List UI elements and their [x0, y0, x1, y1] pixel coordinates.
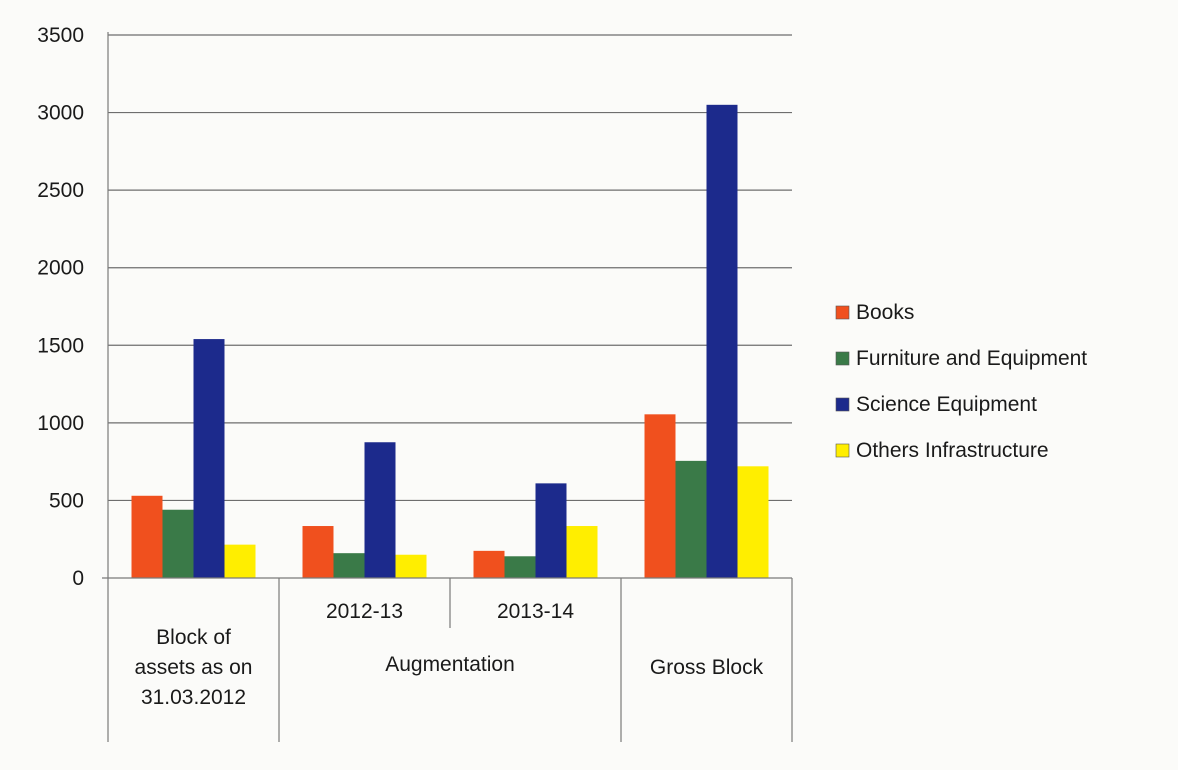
bar-science-equipment: [706, 104, 738, 579]
bar-others-infrastructure: [566, 526, 598, 578]
legend-swatch: [835, 351, 850, 366]
axes: [102, 32, 792, 579]
legend-label: Furniture and Equipment: [856, 347, 1087, 370]
bar-furniture-and-equipment: [675, 460, 707, 578]
category-label: Block of: [156, 626, 231, 649]
bar-science-equipment: [193, 339, 225, 578]
bar-furniture-and-equipment: [333, 553, 365, 578]
y-tick-label: 2500: [37, 179, 84, 202]
y-tick-label: 0: [72, 567, 84, 590]
legend-swatch: [835, 443, 850, 458]
bar-others-infrastructure: [224, 544, 256, 578]
bar-books: [302, 526, 334, 578]
bar-books: [644, 414, 676, 578]
y-axis-ticks: 0 500 1000 1500 2000 2500 3000 3500: [37, 24, 84, 590]
category-axis: Block of assets as on 31.03.2012 2012-13 201…: [107, 578, 793, 742]
group-label: Augmentation: [385, 653, 515, 676]
bar-books: [473, 550, 505, 578]
legend-label: Books: [856, 301, 914, 324]
bars: [131, 104, 769, 579]
legend-label: Science Equipment: [856, 393, 1037, 416]
bar-others-infrastructure: [395, 554, 427, 578]
y-tick-label: 1500: [37, 334, 84, 357]
category-label: 2013-14: [497, 600, 574, 623]
category-label: Gross Block: [650, 656, 764, 679]
category-label: 31.03.2012: [141, 686, 246, 709]
legend-swatch: [835, 397, 850, 412]
category-label: 2012-13: [326, 600, 403, 623]
category-label: assets as on: [135, 656, 253, 679]
bar-science-equipment: [535, 483, 567, 578]
bar-furniture-and-equipment: [162, 509, 194, 578]
y-tick-label: 1000: [37, 412, 84, 435]
bar-science-equipment: [364, 442, 396, 578]
bar-books: [131, 495, 163, 578]
y-tick-label: 500: [49, 489, 84, 512]
bar-others-infrastructure: [737, 466, 769, 578]
y-tick-label: 3500: [37, 24, 84, 47]
legend-swatch: [835, 305, 850, 320]
y-tick-label: 3000: [37, 102, 84, 125]
bar-furniture-and-equipment: [504, 556, 536, 578]
y-tick-label: 2000: [37, 257, 84, 280]
legend-label: Others Infrastructure: [856, 439, 1049, 462]
legend: Books Furniture and Equipment Science Equi…: [835, 301, 1087, 462]
